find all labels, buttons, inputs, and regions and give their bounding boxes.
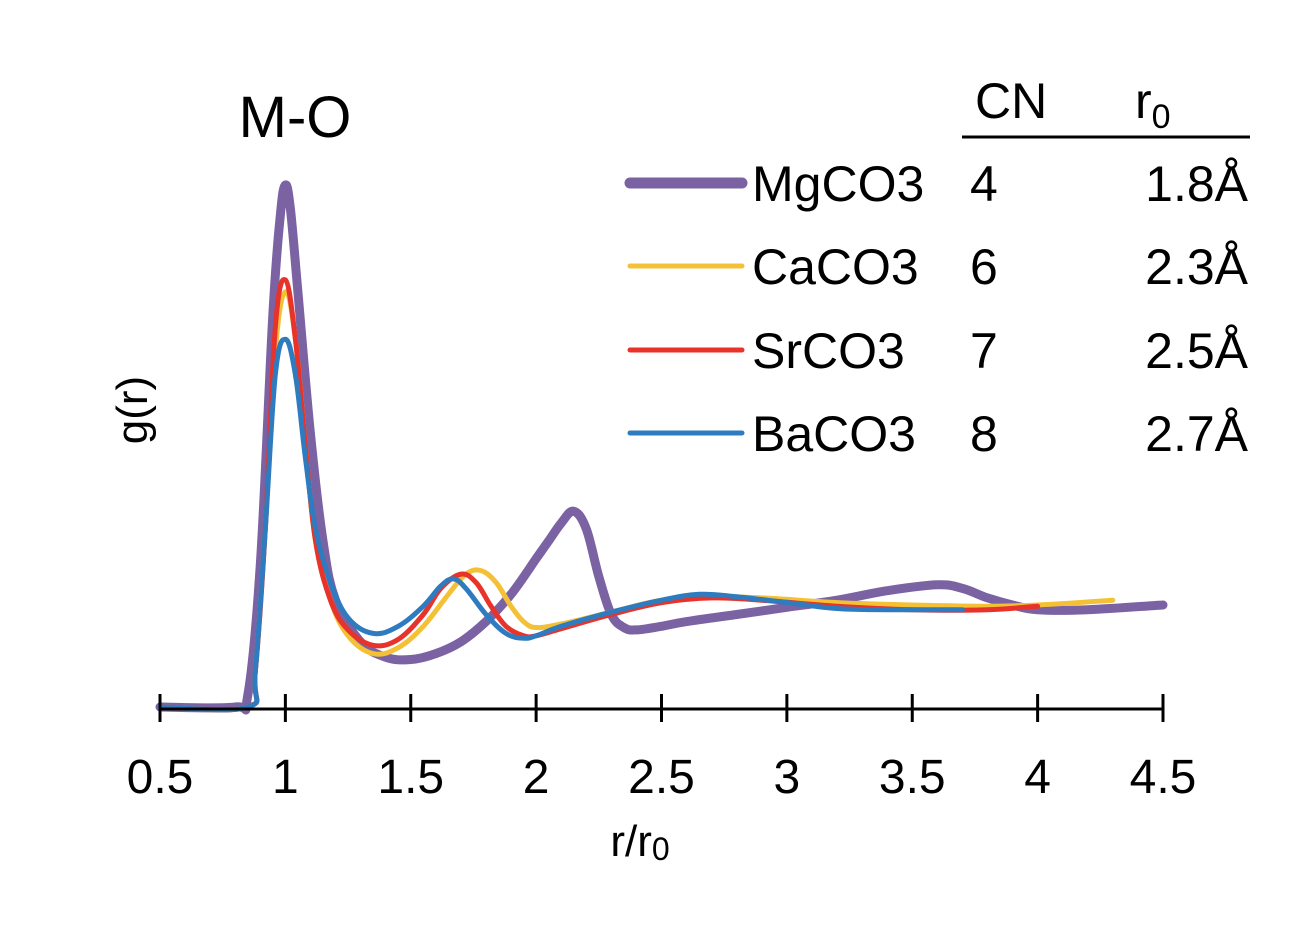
x-ticks: 0.5 1 1.5 2 2.5 3 3.5 4 4.5 (127, 694, 1197, 804)
cn-r0-table: CN r0 4 1.8Å 6 2.3Å 7 2.5Å 8 2.7Å (962, 73, 1250, 462)
x-tick-label: 2 (523, 751, 550, 804)
table-cell-r0: 2.3Å (1145, 239, 1249, 295)
x-tick-label: 0.5 (127, 751, 194, 804)
legend-label-caco3: CaCO3 (752, 239, 919, 295)
table-cell-cn: 7 (970, 323, 998, 379)
table-cell-r0: 2.5Å (1145, 323, 1249, 379)
table-header-r0: r0 (1135, 73, 1171, 136)
chart-title: M-O (239, 85, 352, 150)
table-rows: 4 1.8Å 6 2.3Å 7 2.5Å 8 2.7Å (970, 156, 1249, 462)
table-cell-cn: 8 (970, 406, 998, 462)
legend-label-srco3: SrCO3 (752, 323, 905, 379)
legend-label-mgco3: MgCO3 (752, 156, 924, 212)
table-cell-r0: 2.7Å (1145, 406, 1249, 462)
x-tick-label: 2.5 (628, 751, 695, 804)
table-cell-cn: 4 (970, 156, 998, 212)
legend: MgCO3 CaCO3 SrCO3 BaCO3 (624, 156, 924, 462)
x-tick-label: 3.5 (879, 751, 946, 804)
table-header-r0-subscript: 0 (1152, 98, 1171, 136)
x-tick-label: 1.5 (377, 751, 444, 804)
series-line-mgco3 (155, 180, 1168, 715)
x-axis-label-subscript: 0 (652, 831, 670, 867)
y-axis-label: g(r) (108, 376, 157, 444)
legend-label-baco3: BaCO3 (752, 406, 916, 462)
table-cell-cn: 6 (970, 239, 998, 295)
x-tick-label: 3 (774, 751, 801, 804)
x-axis-label: r/r0 (610, 817, 669, 867)
x-tick-label: 1 (272, 751, 299, 804)
table-cell-r0: 1.8Å (1145, 156, 1249, 212)
series-line-srco3 (157, 276, 1041, 713)
x-tick-label: 4.5 (1130, 751, 1197, 804)
table-header-cn: CN (975, 73, 1047, 129)
series-line-baco3 (157, 336, 965, 713)
series-layer (155, 180, 1168, 715)
x-tick-label: 4 (1024, 751, 1051, 804)
x-axis: 0.5 1 1.5 2 2.5 3 3.5 4 4.5 (127, 694, 1197, 804)
